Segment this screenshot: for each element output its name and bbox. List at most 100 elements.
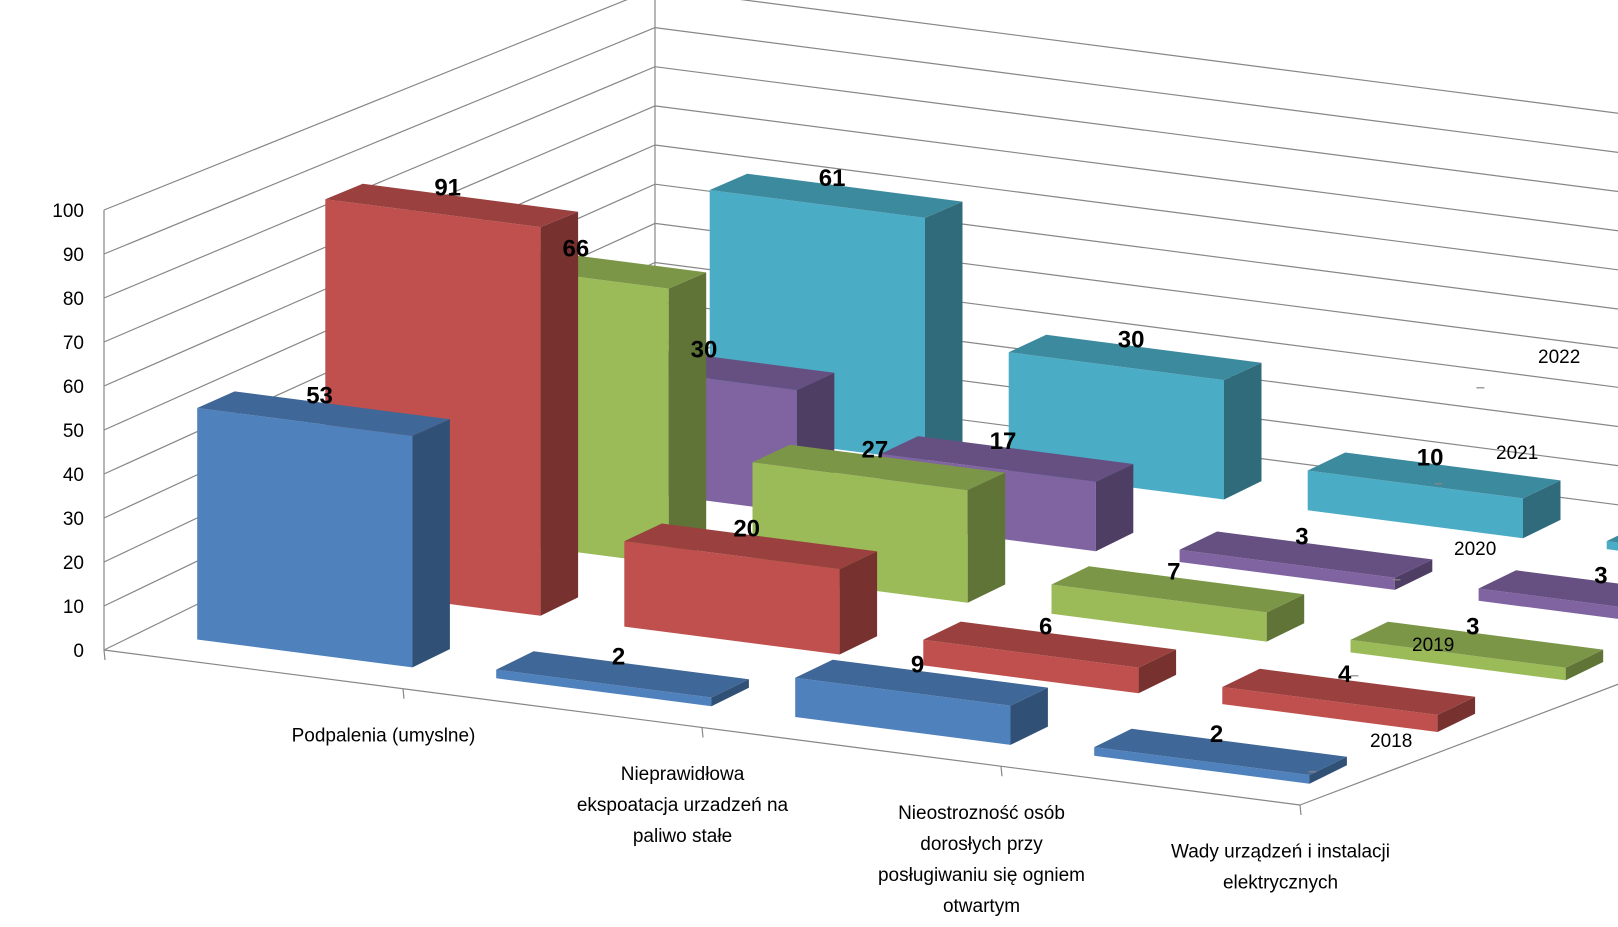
- bar-2019-2: [624, 523, 878, 655]
- y-tick-label: 100: [52, 201, 84, 222]
- bar-front: [197, 408, 413, 668]
- data-label: 30: [1118, 326, 1145, 353]
- bar-2020-3: [1051, 566, 1305, 642]
- bar-2018-1: [197, 391, 450, 668]
- data-label: 66: [562, 236, 589, 263]
- bar-side: [967, 472, 1006, 603]
- bar-side: [711, 679, 749, 707]
- bar-top: [1222, 668, 1476, 715]
- bar-side: [412, 419, 450, 668]
- bar-side: [1309, 756, 1347, 784]
- bar-top: [197, 391, 450, 436]
- bar-top: [752, 444, 1006, 491]
- series-label-2018: 2018: [1370, 731, 1412, 752]
- category-label: Nieprawidłowa ekspoatacja urzadzeń na pali…: [577, 764, 789, 847]
- bar-top: [795, 659, 1048, 706]
- bar-side: [1266, 594, 1305, 642]
- bar-top: [923, 621, 1177, 668]
- bar-2022-3: [1307, 452, 1561, 539]
- bar-front: [624, 541, 840, 655]
- series-label-2022: 2022: [1538, 347, 1580, 368]
- bar-top: [624, 523, 878, 570]
- y-tick-label: 90: [63, 245, 84, 266]
- data-label: 3: [1295, 524, 1308, 551]
- data-label: 3: [1594, 562, 1607, 589]
- series-label-2019: 2019: [1412, 635, 1454, 656]
- y-axis-tick-labels: 0 10 20 30 40 50 60 70 80 90 100: [52, 201, 84, 662]
- bar-top: [325, 183, 579, 228]
- series-label-2020: 2020: [1454, 539, 1496, 560]
- bar-front: [1179, 549, 1395, 590]
- bar-side: [1010, 687, 1048, 745]
- depth-axis-line: [1299, 683, 1618, 806]
- y-tick-label: 60: [63, 377, 84, 398]
- data-label: 9: [911, 652, 924, 679]
- data-label: 10: [1417, 444, 1444, 471]
- bar-side: [1437, 696, 1476, 732]
- bar-top: [1307, 452, 1561, 499]
- bar-front: [923, 639, 1139, 694]
- bar-front: [1051, 584, 1267, 642]
- category-label: Wady urządzeń i instalacji elektrycznych: [1171, 842, 1390, 894]
- y-tick-label: 40: [63, 465, 84, 486]
- data-label: 7: [1167, 558, 1180, 585]
- bar-top: [709, 173, 963, 218]
- bar-2019-4: [1222, 668, 1476, 732]
- data-label: 27: [861, 436, 888, 463]
- bar-front: [496, 669, 712, 707]
- y-tick-label: 0: [73, 641, 84, 662]
- data-label: 61: [819, 165, 846, 192]
- bar-side: [1095, 464, 1134, 552]
- bar-front: [1222, 687, 1438, 732]
- bar-front: [1094, 747, 1310, 784]
- y-tick-label: 10: [63, 597, 84, 618]
- data-label: 2: [612, 643, 625, 670]
- data-label: 91: [434, 174, 461, 201]
- bar-side: [1394, 559, 1433, 590]
- bar-front: [1606, 541, 1618, 551]
- bar-side: [668, 272, 707, 565]
- bar-2021-4: [1478, 570, 1618, 619]
- bar-top: [496, 651, 749, 698]
- y-tick-label: 50: [63, 421, 84, 442]
- bar-side: [1138, 649, 1177, 694]
- bar-2018-4: [1094, 728, 1347, 784]
- series-depth-labels: 2018 2019 2020 2021 2022: [1308, 347, 1580, 773]
- bar-front: [1350, 639, 1566, 681]
- bar-2018-2: [496, 651, 749, 707]
- bar-top: [1051, 566, 1305, 613]
- data-label: 4: [1338, 661, 1352, 688]
- bar-2019-3: [923, 621, 1177, 694]
- bar-side: [925, 201, 963, 461]
- x-tick-mark: [701, 727, 704, 738]
- series-label-2021: 2021: [1496, 443, 1538, 464]
- bar-top: [1179, 531, 1433, 578]
- y-tick-label: 70: [63, 333, 84, 354]
- data-label: 53: [306, 383, 333, 410]
- category-label: Nieostrozność osób dorosłych przy posługiw…: [878, 803, 1085, 917]
- bar-2021-3: [1179, 531, 1433, 590]
- bars: [197, 173, 1618, 784]
- data-labels: 613010230173366277391206453292: [306, 165, 1607, 748]
- bar-side: [1565, 649, 1604, 681]
- gridline-100: [103, 0, 1618, 211]
- x-tick-mark: [402, 688, 405, 699]
- bar-top: [1094, 728, 1347, 775]
- bar-front: [1307, 470, 1523, 539]
- bar-top: [880, 436, 1134, 482]
- category-label: Podpalenia (umyslne): [292, 725, 476, 746]
- x-tick-mark: [103, 649, 106, 661]
- bar-side: [1224, 362, 1262, 500]
- bar-2022-4: [1606, 535, 1618, 551]
- bar-side: [1523, 480, 1561, 539]
- bar-side: [839, 551, 878, 655]
- x-tick-mark: [1299, 804, 1302, 816]
- y-tick-label: 30: [63, 509, 84, 530]
- bar-top: [1350, 621, 1604, 668]
- bar-2018-3: [795, 659, 1048, 745]
- bar-top: [1008, 334, 1262, 381]
- gridlines: [103, 0, 1618, 816]
- category-labels: Podpalenia (umyslne) Nieprawidłowa ekspoat…: [292, 725, 1390, 917]
- data-label: 3: [1466, 614, 1479, 641]
